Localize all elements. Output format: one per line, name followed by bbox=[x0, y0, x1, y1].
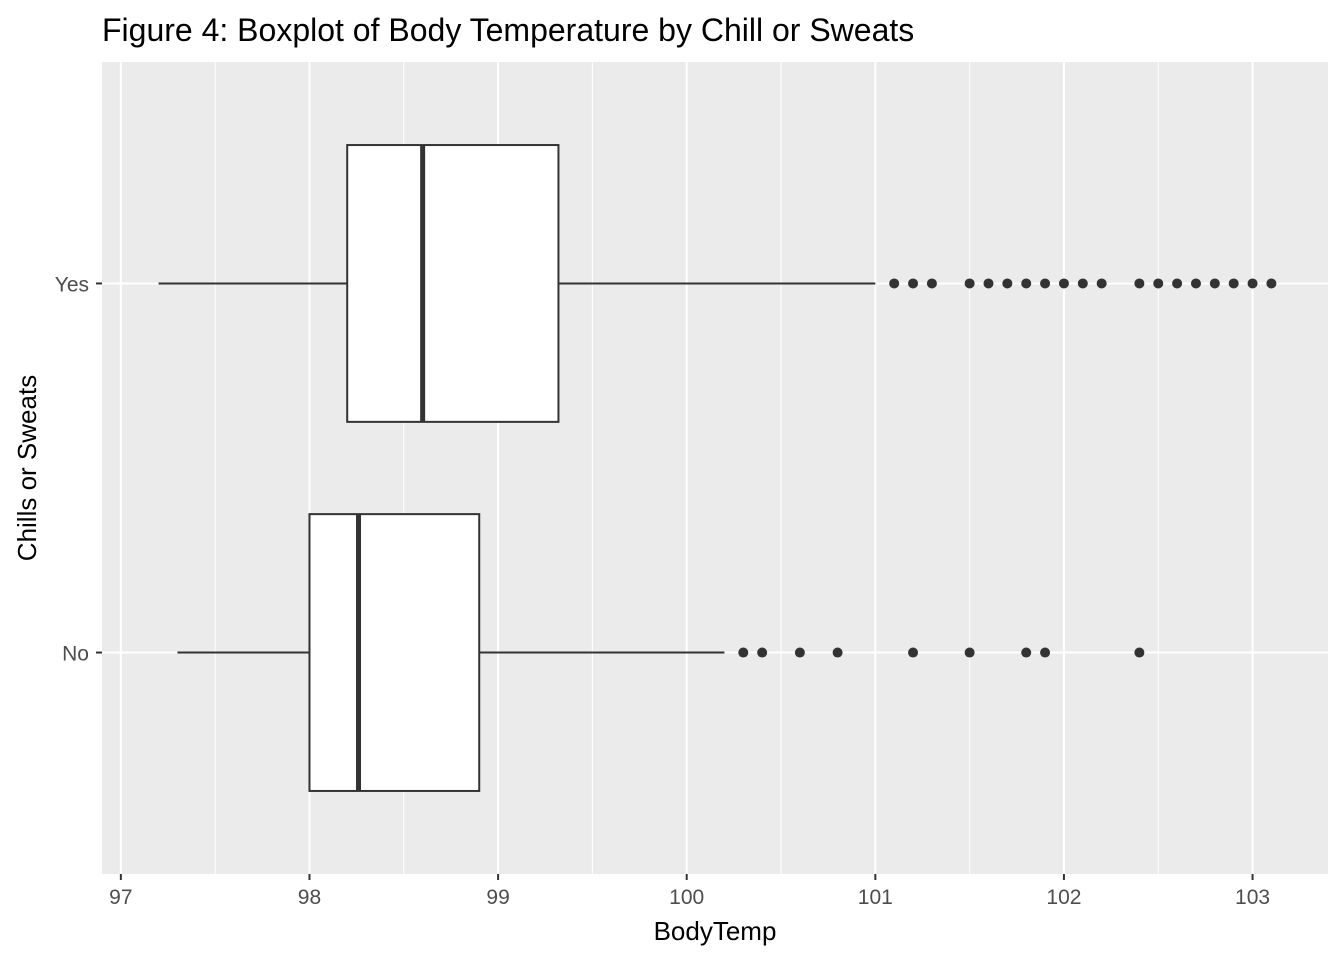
outlier-point bbox=[1134, 647, 1145, 658]
outlier-point bbox=[757, 647, 768, 658]
outlier-point bbox=[1021, 647, 1032, 658]
outlier-point bbox=[1021, 278, 1032, 289]
outlier-point bbox=[983, 278, 994, 289]
outlier-point bbox=[964, 647, 975, 658]
outlier-point bbox=[1247, 278, 1258, 289]
chart-title: Figure 4: Boxplot of Body Temperature by… bbox=[102, 12, 914, 48]
y-axis-title: Chills or Sweats bbox=[12, 375, 42, 561]
outlier-point bbox=[889, 278, 900, 289]
x-tick-label: 101 bbox=[858, 886, 893, 909]
outlier-point bbox=[794, 647, 805, 658]
outlier-point bbox=[1172, 278, 1183, 289]
y-tick-label: Yes bbox=[55, 273, 89, 296]
outlier-point bbox=[1002, 278, 1013, 289]
boxes bbox=[158, 144, 1277, 792]
outlier-point bbox=[908, 278, 919, 289]
outlier-point bbox=[1190, 278, 1201, 289]
plot-panel bbox=[102, 62, 1328, 874]
outlier-point bbox=[1228, 278, 1239, 289]
outlier-point bbox=[1077, 278, 1088, 289]
iqr-box bbox=[308, 513, 481, 792]
x-tick-label: 97 bbox=[109, 886, 132, 909]
box-yes bbox=[158, 144, 1277, 423]
box-no bbox=[177, 513, 1145, 792]
outlier-point bbox=[1134, 278, 1145, 289]
outlier-point bbox=[1153, 278, 1164, 289]
x-tick-label: 98 bbox=[298, 886, 321, 909]
outlier-point bbox=[1266, 278, 1277, 289]
x-axis-title: BodyTemp bbox=[654, 916, 777, 946]
axis-ticks: 97 98 99 100 101 102 103 No Yes bbox=[55, 273, 1270, 909]
iqr-box bbox=[346, 144, 560, 423]
x-tick-label: 102 bbox=[1046, 886, 1081, 909]
outlier-point bbox=[926, 278, 937, 289]
outlier-point bbox=[738, 647, 749, 658]
outlier-point bbox=[1040, 647, 1051, 658]
outlier-point bbox=[1096, 278, 1107, 289]
outlier-point bbox=[1058, 278, 1069, 289]
y-tick-label: No bbox=[62, 643, 89, 666]
outlier-point bbox=[964, 278, 975, 289]
outlier-point bbox=[1040, 278, 1051, 289]
outlier-point bbox=[908, 647, 919, 658]
outlier-point bbox=[832, 647, 843, 658]
x-tick-label: 99 bbox=[486, 886, 509, 909]
x-tick-label: 103 bbox=[1235, 886, 1270, 909]
outlier-point bbox=[1209, 278, 1220, 289]
x-tick-label: 100 bbox=[669, 886, 704, 909]
